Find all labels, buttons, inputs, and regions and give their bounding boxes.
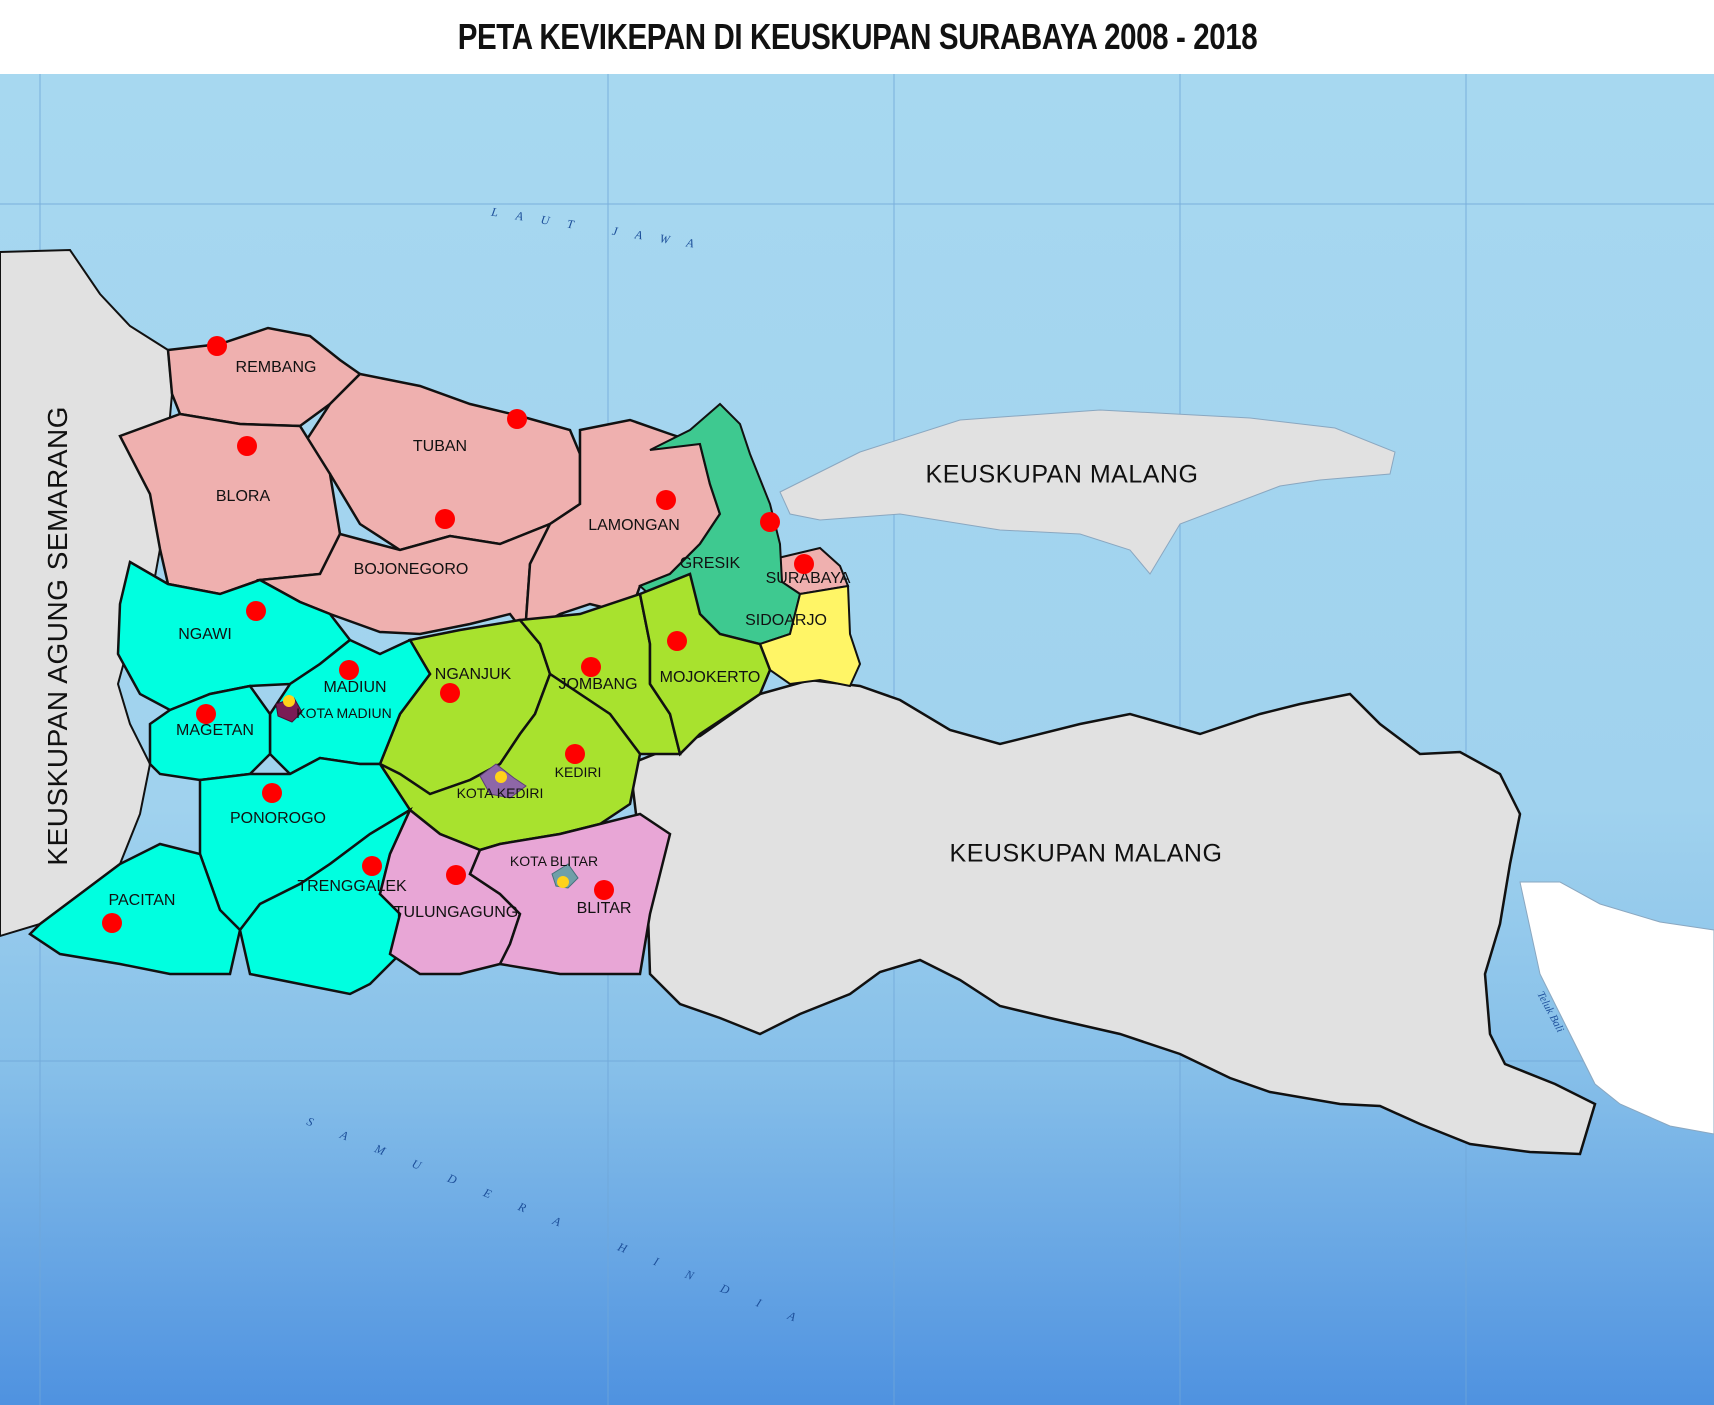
map-title: PETA KEVIKEPAN DI KEUSKUPAN SURABAYA 200… — [457, 16, 1257, 57]
label-tuban: TUBAN — [412, 438, 468, 455]
marker-trenggalek[interactable] — [362, 856, 382, 876]
marker-kediri[interactable] — [565, 744, 585, 764]
label-kediri: KEDIRI — [554, 764, 602, 780]
label-gresik: GRESIK — [679, 555, 741, 572]
marker-blitar[interactable] — [594, 880, 614, 900]
marker-tuban[interactable] — [507, 409, 527, 429]
label-keuskupan-agung-semarang: KEUSKUPAN AGUNG SEMARANG — [42, 406, 73, 866]
region-mojokerto — [638, 572, 772, 757]
marker-magetan[interactable] — [196, 704, 216, 724]
label-lamongan: LAMONGAN — [588, 517, 680, 534]
region-blitar — [468, 812, 672, 976]
marker-ponorogo[interactable] — [262, 783, 282, 803]
label-pacitan: PACITAN — [108, 892, 176, 909]
marker-gresik[interactable] — [760, 512, 780, 532]
map-canvas: LAUT JAWA SAMUDERA HINDIA Teluk Bali KEU… — [0, 74, 1714, 1405]
label-kota-kediri: KOTA KEDIRI — [456, 785, 544, 801]
label-blitar: BLITAR — [576, 900, 632, 917]
label-ngawi: NGAWI — [178, 626, 232, 643]
map-svg — [0, 74, 1714, 1405]
marker-surabaya[interactable] — [794, 554, 814, 574]
label-rembang: REMBANG — [235, 359, 317, 376]
region-madura — [779, 409, 1396, 575]
label-madiun: MADIUN — [323, 679, 387, 696]
label-bojonegoro: BOJONEGORO — [353, 561, 469, 578]
marker-kota-madiun[interactable] — [283, 695, 295, 707]
marker-jombang[interactable] — [581, 657, 601, 677]
label-magetan: MAGETAN — [176, 722, 254, 739]
marker-blora[interactable] — [237, 436, 257, 456]
region-bali — [1519, 881, 1714, 1135]
label-nganjuk: NGANJUK — [434, 666, 512, 683]
marker-ngawi[interactable] — [246, 601, 266, 621]
region-pacitan — [28, 842, 242, 976]
label-tulungagung: TULUNGAGUNG — [393, 904, 519, 921]
label-jombang: JOMBANG — [558, 676, 638, 693]
marker-kota-kediri[interactable] — [495, 771, 507, 783]
label-keuskupan-malang-south: KEUSKUPAN MALANG — [949, 839, 1223, 868]
label-ponorogo: PONOROGO — [229, 810, 327, 827]
marker-rembang[interactable] — [207, 336, 227, 356]
marker-mojokerto[interactable] — [667, 631, 687, 651]
marker-bojonegoro[interactable] — [435, 509, 455, 529]
region-sidoarjo — [758, 584, 862, 688]
label-keuskupan-malang-north: KEUSKUPAN MALANG — [925, 460, 1199, 489]
label-kota-blitar: KOTA BLITAR — [509, 853, 599, 869]
marker-madiun[interactable] — [339, 660, 359, 680]
label-mojokerto: MOJOKERTO — [659, 669, 761, 686]
marker-tulungagung[interactable] — [446, 865, 466, 885]
marker-pacitan[interactable] — [102, 913, 122, 933]
marker-lamongan[interactable] — [656, 490, 676, 510]
label-kota-madiun: KOTA MADIUN — [296, 705, 392, 721]
region-malang — [628, 678, 1597, 1156]
title-bar: PETA KEVIKEPAN DI KEUSKUPAN SURABAYA 200… — [0, 0, 1714, 74]
label-surabaya: SURABAYA — [765, 570, 851, 587]
marker-nganjuk[interactable] — [440, 683, 460, 703]
marker-kota-blitar[interactable] — [557, 876, 569, 888]
label-sidoarjo: SIDOARJO — [745, 612, 827, 629]
label-blora: BLORA — [215, 488, 271, 505]
label-trenggalek: TRENGGALEK — [297, 878, 407, 895]
